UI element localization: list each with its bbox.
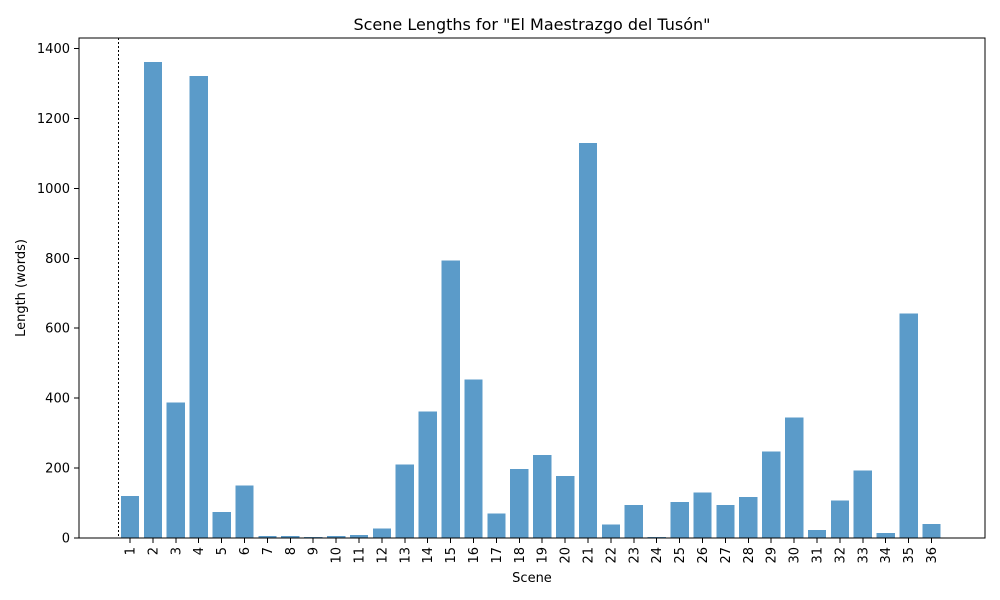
x-tick-label: 9 bbox=[307, 547, 322, 555]
bar-scene-8 bbox=[281, 535, 300, 538]
x-tick-label: 32 bbox=[833, 547, 848, 564]
bar-series bbox=[120, 61, 941, 539]
bar-scene-36 bbox=[922, 524, 941, 538]
x-tick-label: 6 bbox=[238, 547, 253, 555]
bar-scene-20 bbox=[555, 475, 575, 538]
x-tick-label: 28 bbox=[742, 547, 757, 564]
x-tick-label: 8 bbox=[284, 547, 299, 555]
bar-scene-34 bbox=[876, 532, 895, 538]
bar-scene-24 bbox=[647, 536, 666, 538]
bar-scene-1 bbox=[120, 496, 140, 538]
x-tick-label: 19 bbox=[536, 547, 551, 564]
x-tick-label: 25 bbox=[673, 547, 688, 564]
x-tick-label: 30 bbox=[788, 547, 803, 564]
x-tick-label: 17 bbox=[490, 547, 505, 564]
bar-scene-13 bbox=[395, 464, 414, 538]
bar-scene-21 bbox=[578, 142, 598, 538]
x-tick-label: 11 bbox=[353, 547, 368, 564]
x-tick-label: 29 bbox=[765, 547, 780, 564]
bar-scene-32 bbox=[830, 500, 850, 538]
y-axis-title: Length (words) bbox=[14, 239, 29, 337]
y-tick-label: 200 bbox=[45, 462, 70, 477]
bar-scene-23 bbox=[624, 504, 643, 538]
x-tick-label: 21 bbox=[582, 547, 597, 564]
x-tick-label: 3 bbox=[169, 547, 184, 555]
bar-scene-3 bbox=[166, 402, 185, 538]
bar-scene-5 bbox=[212, 511, 231, 538]
bar-scene-26 bbox=[693, 492, 712, 538]
bar-scene-12 bbox=[372, 528, 392, 538]
x-tick-label: 2 bbox=[146, 547, 161, 555]
y-tick-label: 1400 bbox=[37, 42, 70, 57]
x-tick-label: 20 bbox=[559, 547, 574, 564]
x-tick-label: 7 bbox=[261, 547, 276, 555]
y-tick-label: 1200 bbox=[37, 112, 70, 127]
bar-scene-33 bbox=[853, 470, 872, 538]
x-axis-ticks: 1 2 3 4 5 6 7 8 9 10 11 12 13 14 15 16 17 18 19 20 21 22 23 24 2… bbox=[124, 538, 940, 564]
x-tick-label: 34 bbox=[879, 547, 894, 564]
x-tick-label: 24 bbox=[650, 547, 665, 564]
bar-scene-4 bbox=[189, 75, 208, 538]
bar-scene-30 bbox=[784, 417, 804, 538]
x-axis-title: Scene bbox=[512, 571, 552, 586]
plot-area-frame bbox=[78, 37, 986, 539]
x-tick-label: 10 bbox=[330, 547, 345, 564]
x-tick-label: 13 bbox=[398, 547, 413, 564]
bar-scene-27 bbox=[716, 504, 735, 538]
chart-title: Scene Lengths for "El Maestrazgo del Tus… bbox=[353, 15, 710, 34]
x-tick-label: 33 bbox=[856, 547, 871, 564]
x-tick-label: 26 bbox=[696, 547, 711, 564]
bar-scene-19 bbox=[533, 454, 552, 538]
bar-scene-11 bbox=[349, 534, 369, 538]
x-tick-label: 27 bbox=[719, 547, 734, 564]
x-tick-label: 12 bbox=[375, 547, 390, 564]
y-axis-ticks: 0 200 400 600 800 1000 1200 1400 bbox=[37, 42, 79, 547]
x-tick-label: 18 bbox=[513, 547, 528, 564]
y-tick-label: 0 bbox=[62, 532, 70, 547]
bar-scene-15 bbox=[441, 260, 460, 538]
x-tick-label: 23 bbox=[627, 547, 642, 564]
x-tick-label: 4 bbox=[192, 547, 207, 555]
bar-scene-16 bbox=[464, 379, 483, 538]
bar-scene-25 bbox=[670, 501, 689, 538]
x-tick-label: 16 bbox=[467, 547, 482, 564]
x-tick-label: 14 bbox=[421, 547, 436, 564]
bar-scene-14 bbox=[418, 411, 437, 538]
bar-scene-6 bbox=[235, 485, 254, 538]
x-tick-label: 1 bbox=[124, 547, 139, 555]
bar-scene-7 bbox=[258, 535, 277, 538]
x-tick-label: 15 bbox=[444, 547, 459, 564]
y-tick-label: 600 bbox=[45, 322, 70, 337]
y-tick-label: 1000 bbox=[37, 182, 70, 197]
x-tick-label: 22 bbox=[604, 547, 619, 564]
y-tick-label: 800 bbox=[45, 252, 70, 267]
x-tick-label: 5 bbox=[215, 547, 230, 555]
bar-scene-2 bbox=[143, 61, 163, 539]
bar-scene-10 bbox=[326, 535, 346, 538]
bar-scene-31 bbox=[807, 529, 827, 538]
bar-scene-29 bbox=[762, 451, 781, 538]
bar-scene-9 bbox=[304, 536, 323, 538]
x-tick-label: 31 bbox=[811, 547, 826, 564]
x-tick-label: 35 bbox=[902, 547, 917, 564]
bar-scene-35 bbox=[899, 313, 918, 538]
y-tick-label: 400 bbox=[45, 392, 70, 407]
bar-scene-22 bbox=[601, 524, 621, 538]
bar-scene-28 bbox=[739, 497, 758, 538]
bar-scene-17 bbox=[487, 513, 506, 538]
bar-scene-18 bbox=[510, 468, 529, 538]
x-tick-label: 36 bbox=[925, 547, 940, 564]
